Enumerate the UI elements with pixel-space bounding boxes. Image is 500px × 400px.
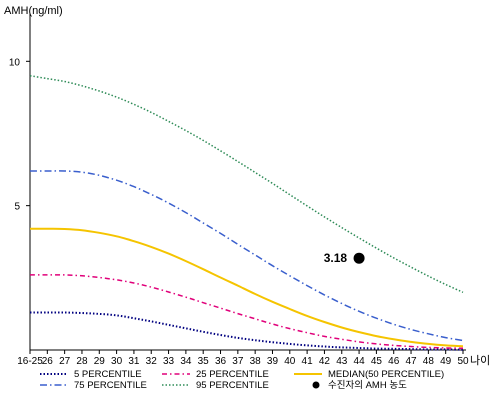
x-tick-label: 27 (59, 356, 71, 367)
marker-group: 3.18 (324, 251, 365, 265)
x-tick-label: 32 (146, 356, 158, 367)
amh-marker-point (353, 252, 365, 264)
x-tick-label: 39 (267, 356, 279, 367)
x-tick-label: 37 (232, 356, 244, 367)
x-tick-label: 33 (163, 356, 175, 367)
x-tick-label: 35 (198, 356, 210, 367)
x-tick-label: 31 (128, 356, 140, 367)
series-line-median-50-percentile (30, 227, 464, 348)
x-tick-label: 43 (336, 356, 348, 367)
amh-marker-value-label: 3.18 (324, 251, 348, 265)
x-tick-label: 49 (440, 356, 452, 367)
legend-label-patient-amh: 수진자의 AMH 농도 (328, 380, 407, 391)
series-line-25-percentile (30, 274, 464, 350)
y-ticks: 5 10 (9, 57, 30, 213)
y-axis-label: AMH(ng/ml) (4, 5, 63, 17)
series-line-95-percentile (29, 74, 464, 293)
x-tick-label: 48 (423, 356, 435, 367)
y-tick-label: 10 (9, 57, 21, 68)
x-tick-label: 41 (302, 356, 314, 367)
legend-swatch-patient-amh (312, 381, 320, 389)
series-line-5-percentile (30, 311, 464, 351)
x-tick-label: 34 (180, 356, 192, 367)
series-lines (29, 74, 464, 351)
x-tick-label: 45 (371, 356, 383, 367)
x-tick-label: 28 (76, 356, 88, 367)
x-tick-label: 26 (42, 356, 54, 367)
x-tick-label: 40 (284, 356, 296, 367)
x-tick-label: 30 (111, 356, 123, 367)
x-tick-label: 46 (388, 356, 400, 367)
y-tick-label: 5 (14, 202, 20, 213)
x-tick-label: 47 (405, 356, 417, 367)
x-tick-label: 44 (354, 356, 366, 367)
legend-label-25-percentile: 25 PERCENTILE (196, 369, 269, 380)
x-axis-label: 나이 (470, 354, 490, 367)
x-tick-label: 16-25 (17, 356, 43, 367)
x-tick-label: 42 (319, 356, 331, 367)
x-tick-label: 36 (215, 356, 227, 367)
legend-label-95-percentile: 95 PERCENTILE (196, 380, 269, 391)
legend-label-5-percentile: 5 PERCENTILE (74, 369, 142, 380)
legend-label-75-percentile: 75 PERCENTILE (74, 380, 147, 391)
series-line-75-percentile (29, 170, 464, 342)
legend-label-median-50-percentile: MEDIAN(50 PERCENTILE) (328, 369, 444, 380)
axes (29, 14, 466, 351)
x-tick-label: 29 (94, 356, 106, 367)
x-tick-label: 38 (250, 356, 262, 367)
legend: 5 PERCENTILE 25 PERCENTILE MEDIAN(50 PERCE… (40, 369, 444, 391)
x-tick-label: 50 (457, 356, 469, 367)
